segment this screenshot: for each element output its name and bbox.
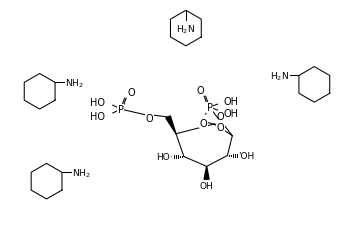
Text: HO: HO	[90, 98, 105, 108]
Text: HO·: HO·	[157, 152, 173, 161]
Text: O: O	[217, 111, 224, 122]
Text: O: O	[146, 113, 153, 123]
Text: O: O	[127, 88, 135, 98]
Text: P: P	[207, 103, 213, 112]
Polygon shape	[204, 167, 209, 179]
Text: 'OH: 'OH	[238, 151, 254, 160]
Text: O: O	[196, 86, 204, 96]
Text: H$_2$N: H$_2$N	[270, 70, 289, 82]
Text: P: P	[118, 105, 124, 115]
Text: OH: OH	[224, 97, 238, 107]
Text: HO: HO	[90, 112, 105, 122]
Text: OH: OH	[200, 181, 213, 190]
Text: O: O	[200, 119, 207, 128]
Text: NH$_2$: NH$_2$	[72, 166, 91, 179]
Polygon shape	[166, 116, 176, 134]
Text: OH: OH	[224, 109, 238, 119]
Text: NH$_2$: NH$_2$	[65, 77, 84, 89]
Text: H$_2$N: H$_2$N	[177, 23, 196, 36]
Text: O: O	[217, 122, 224, 132]
